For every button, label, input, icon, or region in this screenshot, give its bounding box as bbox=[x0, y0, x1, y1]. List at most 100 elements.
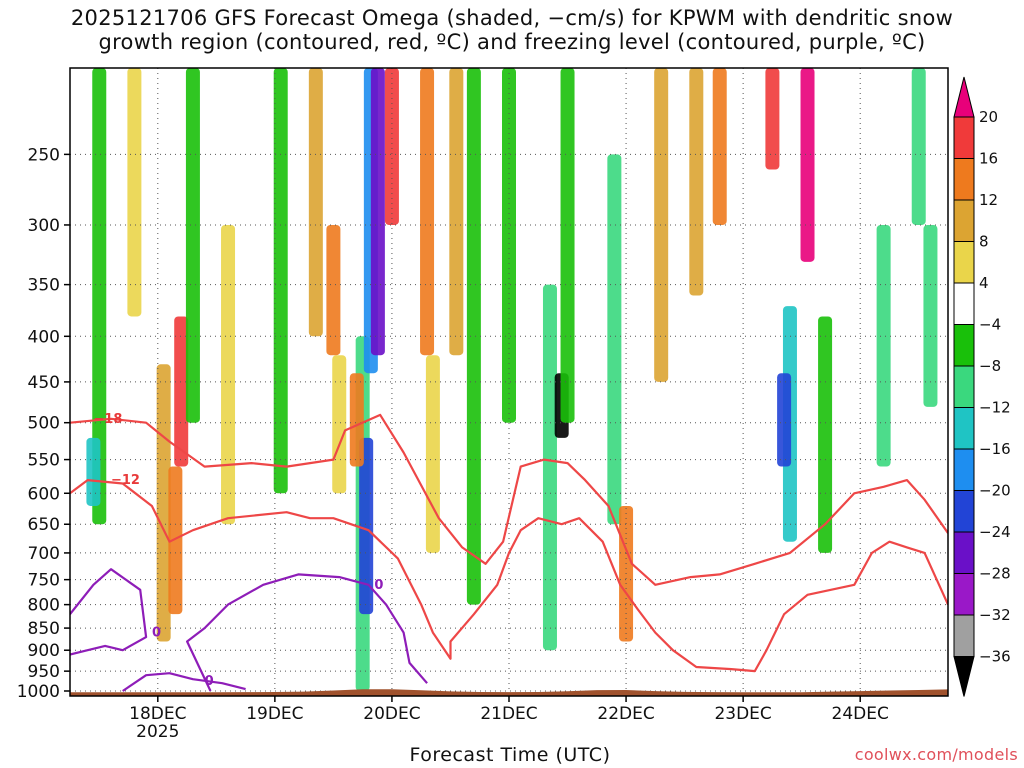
y-tick-label-1000: 1000 bbox=[17, 682, 60, 702]
omega-shading-layer bbox=[86, 68, 938, 692]
y-tick-label-700: 700 bbox=[28, 544, 60, 564]
colorbar-swatch-4 bbox=[953, 241, 975, 284]
y-tick-label-850: 850 bbox=[28, 619, 60, 639]
colorbar-label-13: −36 bbox=[979, 648, 1011, 666]
y-tick-label-950: 950 bbox=[28, 662, 60, 682]
omega-cell-8 bbox=[273, 68, 288, 494]
title-line-1: 2025121706 GFS Forecast Omega (shaded, −… bbox=[70, 6, 954, 30]
omega-cell-14 bbox=[370, 68, 385, 356]
omega-cell-31 bbox=[765, 68, 780, 170]
chart-title: 2025121706 GFS Forecast Omega (shaded, −… bbox=[0, 6, 1024, 54]
colorbar-swatch-3 bbox=[953, 199, 975, 242]
colorbar-top-arrow bbox=[953, 76, 975, 118]
freezing-contour-0 bbox=[70, 568, 148, 656]
colorbar-swatch-13 bbox=[953, 614, 975, 657]
x-tick-label-0: 18DEC bbox=[129, 704, 186, 724]
colorbar-label-3: 8 bbox=[979, 233, 989, 251]
y-tick-label-550: 550 bbox=[28, 451, 60, 471]
omega-cell-23 bbox=[542, 284, 557, 651]
y-tick-label-300: 300 bbox=[28, 216, 60, 236]
x-year-label: 2025 bbox=[136, 722, 179, 742]
colorbar-label-6: −8 bbox=[979, 357, 1001, 375]
omega-cell-15 bbox=[359, 437, 374, 615]
omega-cell-4 bbox=[174, 316, 189, 467]
freezing-contour-1 bbox=[186, 573, 428, 692]
y-tick-label-350: 350 bbox=[28, 276, 60, 296]
colorbar-swatch-5 bbox=[953, 282, 975, 325]
colorbar-swatch-12 bbox=[953, 573, 975, 616]
colorbar-label-10: −24 bbox=[979, 523, 1011, 541]
colorbar-label-12: −32 bbox=[979, 606, 1011, 624]
x-tick-label-2: 20DEC bbox=[363, 704, 420, 724]
omega-cell-26 bbox=[607, 154, 622, 525]
x-tick-label-4: 22DEC bbox=[597, 704, 654, 724]
colorbar-swatch-1 bbox=[953, 116, 975, 159]
colorbar-label-2: 12 bbox=[979, 191, 998, 209]
omega-cell-21 bbox=[466, 68, 481, 605]
x-axis: 18DEC 19DEC 20DEC 21DEC 22DEC 23DEC 24DEC 2025 bbox=[129, 696, 889, 742]
dgz-contour-label-1: −12 bbox=[111, 473, 140, 488]
y-tick-label-450: 450 bbox=[28, 373, 60, 393]
title-line-2: growth region (contoured, red, ºC) and f… bbox=[98, 30, 926, 54]
x-tick-label-6: 24DEC bbox=[832, 704, 889, 724]
y-tick-label-650: 650 bbox=[28, 515, 60, 535]
y-axis: 2503003504004505005506006507007508008509… bbox=[17, 145, 70, 702]
omega-cell-0 bbox=[92, 68, 107, 525]
freezing-contour-label-2: 0 bbox=[205, 674, 214, 689]
omega-cell-1 bbox=[86, 437, 101, 506]
colorbar-label-0: 20 bbox=[979, 108, 998, 126]
y-tick-label-900: 900 bbox=[28, 641, 60, 661]
omega-cell-10 bbox=[326, 224, 341, 356]
contour-layer: −18 −12 0 0 0 bbox=[70, 412, 948, 692]
dgz-contour-0 bbox=[70, 413, 948, 586]
freezing-contour-2 bbox=[122, 672, 246, 692]
omega-cell-22 bbox=[502, 68, 516, 423]
colorbar-swatch-8 bbox=[953, 407, 975, 450]
colorbar-bottom-arrow bbox=[953, 656, 975, 697]
omega-cell-28 bbox=[654, 68, 669, 382]
y-tick-label-750: 750 bbox=[28, 571, 60, 591]
colorbar-swatch-7 bbox=[953, 365, 975, 408]
y-tick-label-800: 800 bbox=[28, 596, 60, 616]
omega-cell-30 bbox=[712, 68, 727, 225]
x-tick-label-1: 19DEC bbox=[246, 704, 303, 724]
omega-cell-7 bbox=[221, 224, 236, 525]
colorbar-label-7: −12 bbox=[979, 399, 1011, 417]
omega-cell-32 bbox=[800, 68, 815, 262]
x-tick-label-3: 21DEC bbox=[480, 704, 537, 724]
colorbar-label-9: −20 bbox=[979, 482, 1011, 500]
omega-cell-37 bbox=[911, 68, 926, 225]
colorbar-swatch-6 bbox=[953, 324, 975, 367]
y-tick-label-400: 400 bbox=[28, 327, 60, 347]
omega-cell-29 bbox=[689, 68, 704, 296]
colorbar-swatch-11 bbox=[953, 531, 975, 574]
omega-cell-5 bbox=[168, 466, 183, 615]
colorbar-swatch-2 bbox=[953, 158, 975, 201]
colorbar-swatch-9 bbox=[953, 448, 975, 491]
omega-cell-17 bbox=[384, 68, 399, 225]
omega-cell-38 bbox=[923, 224, 938, 407]
y-tick-label-600: 600 bbox=[28, 484, 60, 504]
omega-cell-9 bbox=[308, 68, 323, 337]
omega-cell-20 bbox=[449, 68, 464, 356]
colorbar-label-11: −28 bbox=[979, 565, 1011, 583]
y-tick-label-250: 250 bbox=[28, 145, 60, 165]
omega-cell-35 bbox=[818, 316, 833, 553]
omega-cell-11 bbox=[332, 355, 347, 494]
omega-cell-18 bbox=[420, 68, 435, 356]
terrain-layer bbox=[70, 689, 948, 696]
freezing-contour-label-0: 0 bbox=[152, 626, 161, 641]
colorbar-swatch-10 bbox=[953, 490, 975, 533]
terrain-ground bbox=[70, 689, 948, 696]
omega-cell-16 bbox=[349, 373, 364, 467]
omega-cell-34 bbox=[777, 373, 792, 467]
colorbar-label-8: −16 bbox=[979, 440, 1011, 458]
omega-cell-36 bbox=[876, 224, 891, 467]
dgz-contour-1 bbox=[70, 479, 948, 673]
y-tick-label-500: 500 bbox=[28, 414, 60, 434]
credit-link[interactable]: coolwx.com/models bbox=[854, 745, 1018, 764]
colorbar-label-4: 4 bbox=[979, 274, 989, 292]
omega-cell-25 bbox=[560, 68, 575, 423]
omega-cell-19 bbox=[425, 355, 440, 553]
